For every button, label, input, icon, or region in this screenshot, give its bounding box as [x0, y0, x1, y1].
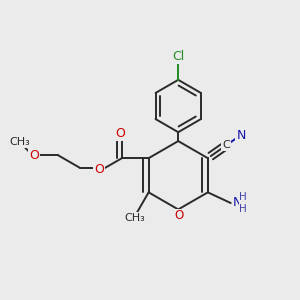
Text: CH₃: CH₃: [124, 213, 145, 223]
Text: O: O: [29, 149, 39, 162]
Text: O: O: [94, 163, 104, 176]
Text: H: H: [239, 204, 247, 214]
Text: N: N: [236, 129, 246, 142]
Text: O: O: [116, 127, 125, 140]
Text: N: N: [232, 196, 242, 209]
Text: H: H: [239, 192, 247, 202]
Text: Cl: Cl: [172, 50, 184, 63]
Text: CH₃: CH₃: [9, 137, 30, 147]
Text: C: C: [222, 140, 230, 150]
Text: O: O: [175, 209, 184, 223]
